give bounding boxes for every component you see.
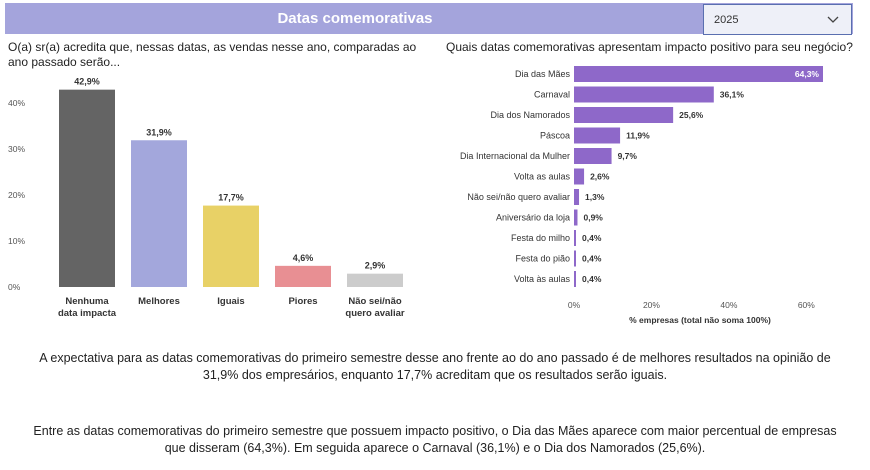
bar[interactable]	[574, 86, 714, 103]
x-axis-title: % empresas (total não soma 100%)	[629, 315, 771, 325]
category-label: Iguais	[217, 296, 244, 307]
bar-value-label: 0,9%	[583, 213, 603, 223]
category-label: Não sei/não	[348, 296, 402, 307]
bar[interactable]	[574, 209, 578, 226]
category-label: Nenhuma	[65, 296, 109, 307]
category-label: Dia Internacional da Mulher	[460, 151, 570, 161]
category-label: Volta as aulas	[514, 172, 571, 182]
bar-value-label: 2,6%	[590, 172, 610, 182]
category-label: Festa do pião	[515, 254, 570, 264]
category-label: Não sei/não quero avaliar	[467, 192, 570, 202]
y-tick-label: 10%	[8, 236, 25, 246]
chevron-down-icon	[827, 16, 839, 23]
y-tick-label: 30%	[8, 144, 25, 154]
year-selected-value: 2025	[714, 14, 739, 26]
summary-paragraph-2: Entre as datas comemorativas do primeiro…	[33, 424, 837, 455]
category-label: Páscoa	[540, 131, 570, 141]
category-label: Dia das Mães	[515, 69, 571, 79]
summary-paragraph-1: A expectativa para as datas comemorativa…	[39, 351, 831, 382]
y-tick-label: 40%	[8, 98, 25, 108]
bar-value-label: 4,6%	[293, 253, 314, 263]
category-label: Carnaval	[534, 90, 570, 100]
category-label: Piores	[288, 296, 317, 307]
bar[interactable]	[574, 148, 612, 164]
bar-value-label: 11,9%	[626, 131, 650, 141]
bar-value-label: 0,4%	[582, 233, 602, 243]
bar[interactable]	[574, 271, 576, 287]
left-chart-question: O(a) sr(a) acredita que, nessas datas, a…	[8, 40, 417, 69]
category-label: Festa do milho	[511, 233, 570, 243]
bar[interactable]	[347, 273, 403, 287]
bar-value-label: 36,1%	[720, 90, 745, 100]
bar[interactable]	[574, 107, 674, 123]
bar[interactable]	[574, 250, 576, 267]
bar[interactable]	[131, 140, 187, 287]
x-tick-label: 40%	[720, 300, 737, 310]
category-label: data impacta	[58, 308, 117, 319]
bar-value-label: 9,7%	[618, 151, 638, 161]
y-tick-label: 0%	[8, 282, 21, 292]
bar[interactable]	[59, 89, 115, 287]
bar-value-label: 64,3%	[795, 69, 820, 79]
page-title: Datas comemorativas	[277, 10, 433, 27]
bar[interactable]	[574, 168, 585, 185]
bar-value-label: 17,7%	[218, 193, 244, 203]
category-label: Dia dos Namorados	[490, 110, 570, 120]
bar[interactable]	[574, 189, 580, 205]
category-label: Volta às aulas	[514, 274, 571, 284]
bar-value-label: 31,9%	[146, 127, 172, 137]
bar-value-label: 42,9%	[74, 77, 100, 87]
bar[interactable]	[574, 230, 576, 246]
bar-value-label: 25,6%	[679, 110, 704, 120]
x-tick-label: 20%	[643, 300, 660, 310]
bar[interactable]	[203, 205, 259, 287]
bar-value-label: 1,3%	[585, 192, 605, 202]
x-tick-label: 0%	[568, 300, 581, 310]
category-label: Melhores	[138, 296, 180, 307]
category-label: quero avaliar	[345, 308, 404, 319]
bar[interactable]	[574, 127, 621, 144]
bar[interactable]	[574, 66, 823, 82]
bar-value-label: 0,4%	[582, 274, 602, 284]
bar-value-label: 0,4%	[582, 254, 602, 264]
year-dropdown[interactable]: 2025	[703, 4, 852, 35]
x-tick-label: 60%	[798, 300, 815, 310]
bar-value-label: 2,9%	[365, 261, 386, 271]
right-chart-question: Quais datas comemorativas apresentam imp…	[446, 40, 853, 54]
y-tick-label: 20%	[8, 190, 25, 200]
positive-impact-dates-chart: Dia das Mães 64,3% Carnaval 36,1% Dia dos Na…	[460, 66, 823, 325]
category-label: Aniversário da loja	[496, 213, 570, 223]
bar[interactable]	[275, 265, 331, 287]
